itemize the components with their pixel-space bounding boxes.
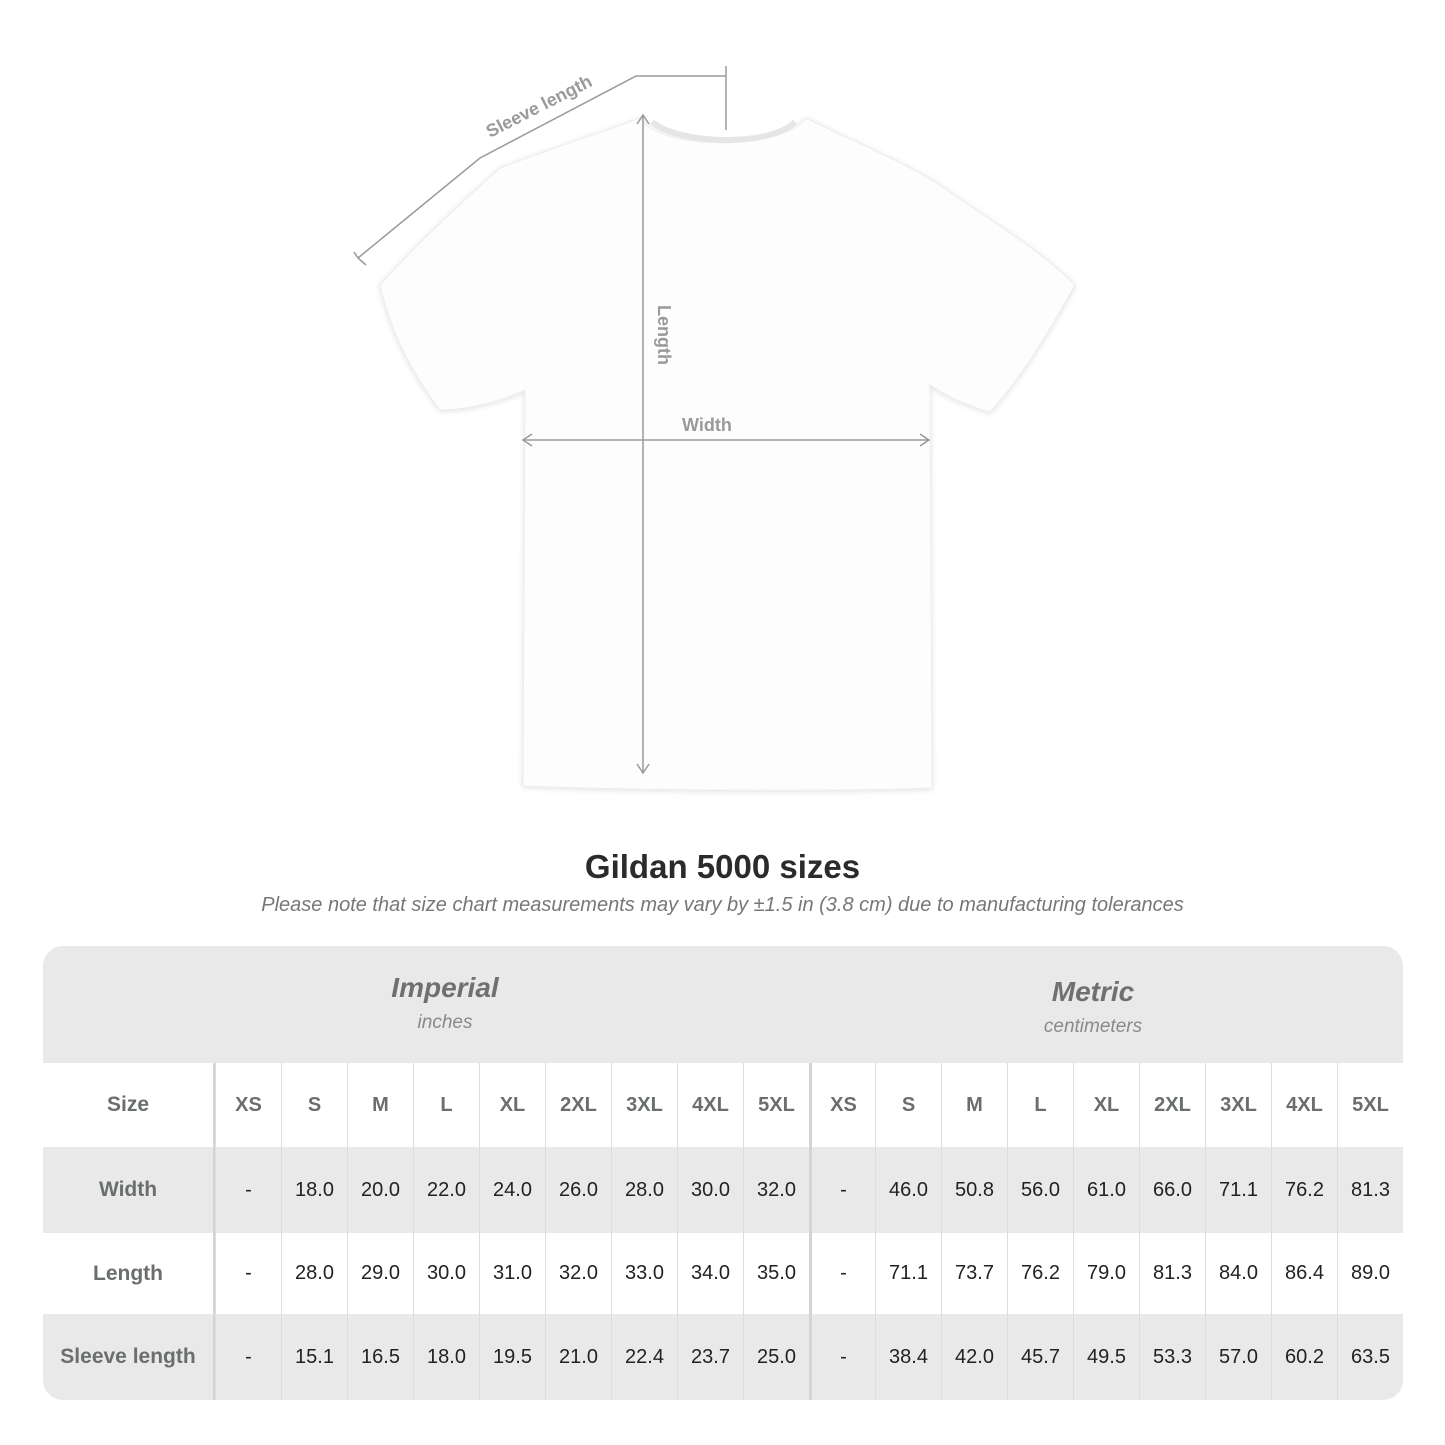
table-row: Width -18.0 20.0 22.0 24.0 26.0 28.0 30.0 32.0-4… [43, 1147, 1403, 1233]
value-cell-imperial: 25.0 [743, 1314, 809, 1400]
value-cell-imperial: 18.0 [281, 1147, 347, 1233]
value-cell-imperial: 22.0 [413, 1147, 479, 1233]
value-cell-imperial: 34.0 [677, 1233, 743, 1314]
value-cell-imperial: - [215, 1147, 281, 1233]
tshirt-shape [379, 117, 1076, 791]
size-header-imperial: XL [479, 1063, 545, 1147]
value-cell-imperial: 28.0 [611, 1147, 677, 1233]
value-cell-metric: 66.0 [1139, 1147, 1205, 1233]
value-cell-metric: 86.4 [1271, 1233, 1337, 1314]
row-label: Size [43, 1063, 215, 1147]
value-cell-imperial: 28.0 [281, 1233, 347, 1314]
value-cell-metric: 79.0 [1073, 1233, 1139, 1314]
units-header: Imperial inches Metric centimeters [43, 946, 1403, 1063]
size-header-imperial: XS [215, 1063, 281, 1147]
size-header-metric: XS [809, 1063, 875, 1147]
value-cell-imperial: 18.0 [413, 1314, 479, 1400]
imperial-title: Imperial [391, 972, 499, 1003]
value-cell-imperial: 16.5 [347, 1314, 413, 1400]
size-header-metric: 4XL [1271, 1063, 1337, 1147]
value-cell-imperial: 23.7 [677, 1314, 743, 1400]
value-cell-metric: 63.5 [1337, 1314, 1403, 1400]
value-cell-metric: 71.1 [1205, 1147, 1271, 1233]
value-cell-metric: - [809, 1147, 875, 1233]
size-header-imperial: 2XL [545, 1063, 611, 1147]
size-header-metric: M [941, 1063, 1007, 1147]
value-cell-imperial: 35.0 [743, 1233, 809, 1314]
value-cell-metric: 53.3 [1139, 1314, 1205, 1400]
value-cell-metric: - [809, 1233, 875, 1314]
length-label: Length [654, 305, 674, 365]
value-cell-imperial: 15.1 [281, 1314, 347, 1400]
value-cell-metric: 42.0 [941, 1314, 1007, 1400]
size-header-imperial: 3XL [611, 1063, 677, 1147]
collar [650, 119, 798, 143]
size-table: Imperial inches Metric centimeters Size X… [43, 946, 1403, 1400]
value-cell-metric: 76.2 [1007, 1233, 1073, 1314]
size-header-imperial: L [413, 1063, 479, 1147]
size-header-metric: 3XL [1205, 1063, 1271, 1147]
metric-title: Metric [1051, 976, 1135, 1007]
value-cell-metric: 73.7 [941, 1233, 1007, 1314]
size-header-metric: L [1007, 1063, 1073, 1147]
value-cell-metric: 57.0 [1205, 1314, 1271, 1400]
imperial-unit: inches [417, 1012, 473, 1033]
row-label: Width [43, 1147, 215, 1233]
imperial-header: Imperial inches [245, 972, 645, 1034]
value-cell-metric: 81.3 [1139, 1233, 1205, 1314]
tshirt-diagram: Sleeve length Length Width [353, 66, 1076, 791]
size-header-metric: S [875, 1063, 941, 1147]
size-header-imperial: S [281, 1063, 347, 1147]
size-header-imperial: M [347, 1063, 413, 1147]
value-cell-metric: 56.0 [1007, 1147, 1073, 1233]
width-label: Width [682, 415, 732, 435]
value-cell-imperial: - [215, 1233, 281, 1314]
value-cell-imperial: 30.0 [413, 1233, 479, 1314]
value-cell-imperial: 22.4 [611, 1314, 677, 1400]
table-row: Length -28.0 29.0 30.0 31.0 32.0 33.0 34.0 35.0-… [43, 1233, 1403, 1314]
value-cell-imperial: 32.0 [545, 1233, 611, 1314]
table-row: Sleeve length -15.1 16.5 18.0 19.5 21.0 22.4 23… [43, 1314, 1403, 1400]
row-label: Sleeve length [43, 1314, 215, 1400]
value-cell-metric: 46.0 [875, 1147, 941, 1233]
chart-title: Gildan 5000 sizes [584, 848, 861, 885]
value-cell-metric: 50.8 [941, 1147, 1007, 1233]
size-header-imperial: 5XL [743, 1063, 809, 1147]
value-cell-metric: 60.2 [1271, 1314, 1337, 1400]
value-cell-metric: 38.4 [875, 1314, 941, 1400]
value-cell-imperial: 21.0 [545, 1314, 611, 1400]
value-cell-imperial: 31.0 [479, 1233, 545, 1314]
value-cell-imperial: 29.0 [347, 1233, 413, 1314]
size-header-metric: XL [1073, 1063, 1139, 1147]
value-cell-metric: 61.0 [1073, 1147, 1139, 1233]
value-cell-imperial: - [215, 1314, 281, 1400]
value-cell-imperial: 26.0 [545, 1147, 611, 1233]
value-cell-metric: 71.1 [875, 1233, 941, 1314]
value-cell-metric: 49.5 [1073, 1314, 1139, 1400]
size-header-metric: 5XL [1337, 1063, 1403, 1147]
value-cell-imperial: 32.0 [743, 1147, 809, 1233]
value-cell-metric: 76.2 [1271, 1147, 1337, 1233]
value-cell-imperial: 30.0 [677, 1147, 743, 1233]
value-cell-metric: 81.3 [1337, 1147, 1403, 1233]
row-label: Length [43, 1233, 215, 1314]
size-header-row: Size XS S M L XL 2XL 3XL 4XL 5XL XS S M L XL 2XL 3XL 4XL 5… [43, 1063, 1403, 1147]
value-cell-metric: 84.0 [1205, 1233, 1271, 1314]
tolerance-note: Please note that size chart measurements… [261, 894, 1184, 916]
value-cell-imperial: 33.0 [611, 1233, 677, 1314]
value-cell-imperial: 24.0 [479, 1147, 545, 1233]
value-cell-imperial: 20.0 [347, 1147, 413, 1233]
measurement-lines [353, 66, 931, 775]
metric-header: Metric centimeters [893, 976, 1293, 1038]
value-cell-metric: 89.0 [1337, 1233, 1403, 1314]
size-header-imperial: 4XL [677, 1063, 743, 1147]
size-header-metric: 2XL [1139, 1063, 1205, 1147]
value-cell-imperial: 19.5 [479, 1314, 545, 1400]
value-cell-metric: - [809, 1314, 875, 1400]
value-cell-metric: 45.7 [1007, 1314, 1073, 1400]
metric-unit: centimeters [1043, 1016, 1143, 1037]
